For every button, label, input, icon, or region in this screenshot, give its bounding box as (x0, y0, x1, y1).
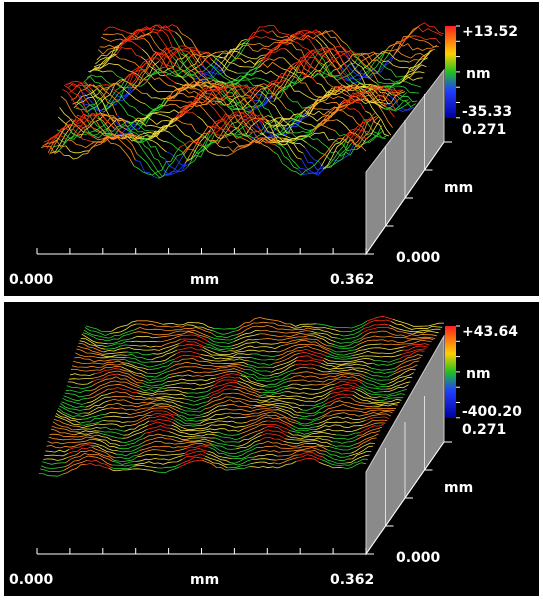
color-bar (445, 326, 456, 418)
scale-max: +13.52 (462, 24, 518, 40)
panel: +43.64 nm -400.20 0.271 mm 0.000 0.000 mm 0.362 (4, 302, 539, 596)
x-axis-max: 0.362 (330, 572, 374, 588)
panel: +13.52 nm -35.33 0.271 mm 0.000 0.000 mm 0.362 (4, 2, 539, 296)
x-axis-max: 0.362 (330, 272, 374, 288)
scale-max: +43.64 (462, 324, 518, 340)
profile-views: +13.52nm-35.330.271mm0.0000.000mm0.362+4… (0, 0, 543, 612)
panel-background (4, 302, 539, 596)
x-axis-min: 0.000 (9, 272, 54, 288)
x-axis-unit: mm (190, 572, 219, 588)
color-bar (445, 26, 456, 118)
panel-background (4, 2, 539, 296)
scale-min: -35.33 (462, 104, 512, 120)
y-axis-max: 0.271 (462, 422, 506, 438)
x-axis-min: 0.000 (9, 572, 54, 588)
surface-line (192, 438, 216, 439)
y-axis-min: 0.000 (396, 550, 441, 566)
surface-line (372, 408, 396, 409)
y-axis-max: 0.271 (462, 122, 506, 138)
y-axis-unit: mm (444, 480, 473, 496)
y-axis-min: 0.000 (396, 250, 441, 266)
x-axis-unit: mm (190, 272, 219, 288)
scale-unit: nm (466, 66, 491, 82)
page: +13.52nm-35.330.271mm0.0000.000mm0.362+4… (0, 0, 543, 612)
scale-min: -400.20 (462, 404, 522, 420)
scale-unit: nm (466, 366, 491, 382)
y-axis-unit: mm (444, 180, 473, 196)
